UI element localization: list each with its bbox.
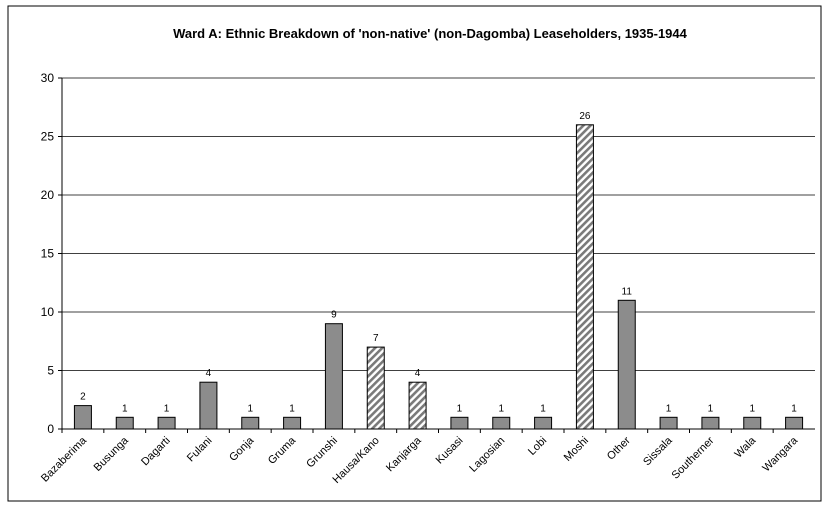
y-tick-label: 10	[41, 305, 55, 319]
bar	[324, 323, 343, 430]
value-label: 1	[540, 403, 546, 414]
value-label: 1	[791, 403, 797, 414]
value-label: 2	[80, 392, 86, 403]
bar	[408, 381, 427, 430]
bar	[450, 416, 469, 430]
bar	[283, 416, 302, 430]
bar	[366, 346, 385, 430]
value-label: 1	[164, 403, 170, 414]
bar	[575, 124, 594, 430]
bar	[241, 416, 260, 430]
y-tick-label: 0	[47, 422, 54, 436]
y-tick-label: 15	[41, 247, 55, 261]
bar	[157, 416, 176, 430]
bar	[743, 416, 762, 430]
value-label: 11	[622, 286, 633, 297]
y-tick-label: 5	[47, 364, 54, 378]
bar	[492, 416, 511, 430]
bar	[199, 381, 218, 430]
value-label: 4	[415, 368, 421, 379]
value-label: 1	[122, 403, 128, 414]
bar	[73, 405, 92, 430]
bar	[115, 416, 134, 430]
bar	[534, 416, 553, 430]
bar	[701, 416, 720, 430]
bar	[617, 299, 636, 430]
value-label: 1	[749, 403, 755, 414]
value-label: 1	[498, 403, 504, 414]
value-label: 4	[206, 368, 212, 379]
value-label: 26	[579, 111, 591, 122]
value-label: 1	[666, 403, 672, 414]
bar	[785, 416, 804, 430]
chart-title: Ward A: Ethnic Breakdown of 'non-native'…	[173, 26, 688, 41]
value-label: 1	[457, 403, 463, 414]
value-label: 1	[289, 403, 295, 414]
bar	[659, 416, 678, 430]
y-tick-label: 25	[41, 130, 55, 144]
value-label: 9	[331, 310, 337, 321]
value-label: 1	[247, 403, 253, 414]
y-tick-label: 30	[41, 71, 55, 85]
y-tick-label: 20	[41, 188, 55, 202]
value-label: 7	[373, 333, 379, 344]
value-label: 1	[708, 403, 714, 414]
